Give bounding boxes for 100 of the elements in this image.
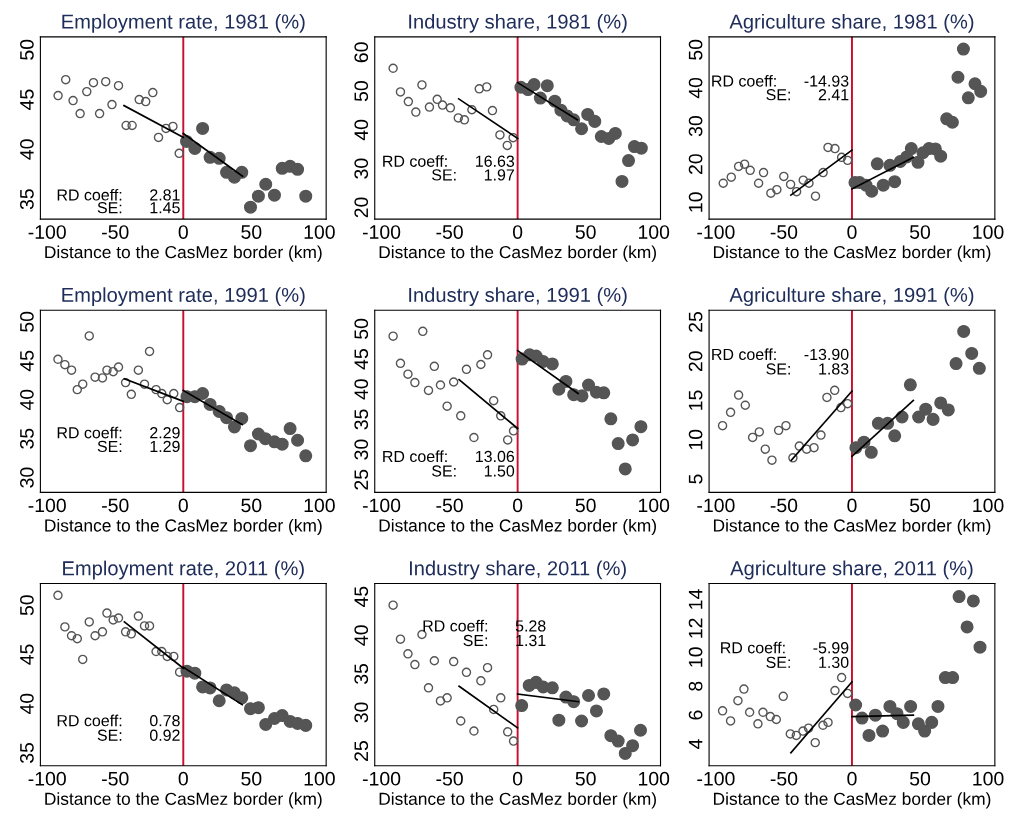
x-tick-label: -50: [102, 225, 129, 239]
x-tick-label: 0: [512, 225, 523, 239]
y-tick-label: 40: [20, 139, 34, 160]
x-axis-title: Distance to the CasMez border (km): [45, 245, 322, 262]
chart-title: Industry share, 1991 (%): [409, 287, 627, 307]
annotation: SE: 1.30: [766, 656, 849, 669]
x-tick-label: 50: [241, 225, 262, 239]
x-tick-label: 0: [178, 771, 188, 786]
y-tick-label: 30: [20, 467, 34, 488]
x-tick-label: -100: [697, 771, 735, 786]
annotation: RD coeff: -13.90: [712, 348, 849, 361]
x-tick-label: 0: [847, 498, 857, 513]
y-tick-label: 35: [354, 409, 369, 430]
y-tick-label: 50: [20, 39, 34, 60]
y-tick-label: 15: [688, 390, 703, 410]
y-tick-label: 20: [688, 351, 703, 372]
y-tick-label: 8: [688, 681, 703, 691]
y-tick-label: 12: [688, 618, 703, 638]
y-tick-label: 40: [354, 625, 369, 646]
x-tick-label: 100: [638, 498, 670, 513]
y-tick-label: 50: [688, 39, 703, 60]
chart-title: Industry share, 2011 (%): [409, 560, 626, 580]
annotation: RD coeff: 2.29: [57, 426, 180, 439]
y-tick-label: 50: [354, 81, 369, 102]
x-tick-label: 50: [575, 225, 596, 239]
x-tick-label: -50: [102, 498, 129, 513]
chart-title: Agriculture share, 1981 (%): [729, 13, 974, 33]
x-tick-label: 100: [638, 771, 670, 786]
x-tick-label: 50: [909, 225, 931, 239]
y-tick-label: 40: [688, 77, 703, 99]
y-tick-label: 45: [20, 89, 34, 110]
x-tick-label: 50: [241, 498, 262, 513]
annotation: RD coeff: 13.06: [383, 450, 515, 463]
x-tick-label: 0: [178, 498, 188, 513]
x-tick-label: 100: [304, 498, 335, 513]
y-tick-label: 45: [354, 349, 369, 370]
x-tick-label: -100: [697, 498, 735, 513]
x-tick-label: 100: [638, 225, 670, 239]
y-tick-label: 35: [20, 428, 34, 449]
y-tick-label: 14: [688, 589, 703, 609]
y-tick-label: 60: [354, 42, 369, 63]
x-tick-label: -50: [436, 498, 463, 513]
x-tick-label: -100: [362, 498, 401, 513]
y-tick-label: 5: [688, 474, 703, 484]
x-tick-label: -50: [436, 771, 463, 786]
x-axis-title: Distance to the CasMez border (km): [45, 792, 322, 809]
y-tick-label: 30: [354, 702, 369, 723]
annotation: RD coeff: 16.63: [383, 155, 515, 167]
x-tick-label: 100: [973, 771, 1004, 786]
annotation: SE: 0.92: [97, 729, 180, 741]
x-tick-label: -50: [102, 771, 129, 786]
annotation: RD coeff: -14.93: [712, 74, 849, 87]
x-tick-label: 100: [304, 225, 335, 239]
annotation: RD coeff: -5.99: [721, 641, 849, 654]
chart-title: Agriculture share, 1991 (%): [729, 287, 974, 307]
y-tick-label: 50: [354, 318, 369, 339]
x-tick-label: -50: [436, 225, 463, 239]
y-tick-label: 10: [688, 647, 703, 667]
x-tick-label: 100: [304, 771, 335, 786]
y-tick-label: 50: [20, 595, 34, 616]
x-axis-title: Distance to the CasMez border (km): [379, 245, 656, 262]
y-tick-label: 35: [20, 742, 34, 764]
x-tick-label: 50: [575, 498, 596, 513]
x-tick-label: -50: [770, 498, 798, 513]
x-axis-title: Distance to the CasMez border (km): [713, 518, 991, 536]
y-tick-label: 10: [688, 429, 703, 450]
annotation: SE: 1.83: [766, 363, 849, 375]
y-tick-label: 25: [354, 741, 369, 761]
x-tick-label: 0: [512, 771, 523, 786]
x-axis-title: Distance to the CasMez border (km): [379, 518, 656, 536]
chart-title: Industry share, 1981 (%): [409, 13, 627, 33]
y-tick-label: 40: [20, 693, 34, 715]
x-tick-label: -100: [362, 225, 401, 239]
y-tick-label: 30: [354, 158, 369, 179]
y-tick-label: 25: [354, 469, 369, 490]
chart-title: Agriculture share, 2011 (%): [730, 560, 973, 580]
x-tick-label: -100: [28, 498, 66, 513]
y-tick-label: 30: [688, 116, 703, 137]
x-tick-label: -100: [697, 225, 735, 239]
y-tick-label: 35: [354, 663, 369, 684]
x-axis-title: Distance to the CasMez border (km): [713, 245, 991, 262]
x-tick-label: 50: [909, 498, 931, 513]
y-tick-label: 6: [688, 710, 703, 720]
x-tick-label: 50: [575, 771, 596, 786]
chart-title: Employment rate, 1981 (%): [62, 13, 305, 33]
chart-title: Employment rate, 2011 (%): [63, 560, 304, 580]
x-axis-title: Distance to the CasMez border (km): [713, 792, 991, 809]
annotation: RD coeff: 2.81: [57, 188, 180, 201]
x-tick-label: 0: [847, 225, 857, 239]
chart-title: Employment rate, 1991 (%): [62, 287, 305, 307]
y-tick-label: 40: [354, 119, 369, 141]
x-tick-label: -50: [770, 225, 798, 239]
annotation: SE: 2.41: [766, 89, 849, 101]
x-tick-label: -100: [362, 771, 401, 786]
y-tick-label: 10: [688, 192, 703, 212]
y-tick-label: 20: [354, 197, 369, 218]
x-tick-label: -100: [28, 771, 66, 786]
y-tick-label: 45: [20, 350, 34, 372]
y-tick-label: 35: [20, 189, 34, 210]
x-tick-label: -50: [770, 771, 798, 786]
